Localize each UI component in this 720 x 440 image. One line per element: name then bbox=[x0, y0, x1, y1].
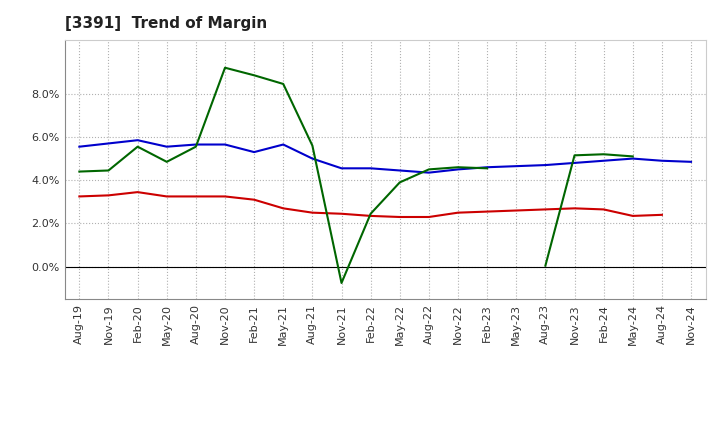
Ordinary Income bbox=[75, 144, 84, 149]
Line: Operating Cashflow: Operating Cashflow bbox=[79, 68, 487, 283]
Ordinary Income bbox=[629, 156, 637, 161]
Ordinary Income bbox=[570, 160, 579, 165]
Ordinary Income bbox=[163, 144, 171, 149]
Ordinary Income bbox=[599, 158, 608, 163]
Ordinary Income bbox=[250, 150, 258, 155]
Ordinary Income bbox=[657, 158, 666, 163]
Net Income bbox=[220, 194, 229, 199]
Ordinary Income bbox=[395, 168, 404, 173]
Operating Cashflow bbox=[163, 159, 171, 165]
Net Income bbox=[192, 194, 200, 199]
Net Income bbox=[366, 213, 375, 219]
Ordinary Income bbox=[104, 141, 113, 146]
Operating Cashflow bbox=[75, 169, 84, 174]
Net Income bbox=[163, 194, 171, 199]
Operating Cashflow bbox=[104, 168, 113, 173]
Ordinary Income bbox=[220, 142, 229, 147]
Net Income bbox=[104, 193, 113, 198]
Net Income bbox=[541, 207, 550, 212]
Operating Cashflow bbox=[279, 81, 287, 87]
Net Income bbox=[75, 194, 84, 199]
Ordinary Income bbox=[687, 159, 696, 165]
Net Income bbox=[629, 213, 637, 219]
Ordinary Income bbox=[541, 162, 550, 168]
Ordinary Income bbox=[308, 156, 317, 161]
Operating Cashflow bbox=[454, 165, 462, 170]
Operating Cashflow bbox=[425, 167, 433, 172]
Operating Cashflow bbox=[220, 65, 229, 70]
Net Income bbox=[512, 208, 521, 213]
Net Income bbox=[657, 212, 666, 217]
Net Income bbox=[133, 190, 142, 195]
Net Income bbox=[425, 214, 433, 220]
Operating Cashflow bbox=[337, 280, 346, 286]
Operating Cashflow bbox=[395, 180, 404, 185]
Line: Net Income: Net Income bbox=[79, 192, 662, 217]
Net Income bbox=[308, 210, 317, 215]
Operating Cashflow bbox=[308, 143, 317, 148]
Text: [3391]  Trend of Margin: [3391] Trend of Margin bbox=[65, 16, 267, 32]
Ordinary Income bbox=[192, 142, 200, 147]
Ordinary Income bbox=[279, 142, 287, 147]
Net Income bbox=[570, 205, 579, 211]
Ordinary Income bbox=[337, 166, 346, 171]
Net Income bbox=[250, 197, 258, 202]
Operating Cashflow bbox=[366, 211, 375, 216]
Ordinary Income bbox=[425, 170, 433, 175]
Ordinary Income bbox=[483, 165, 492, 170]
Net Income bbox=[337, 211, 346, 216]
Net Income bbox=[599, 207, 608, 212]
Net Income bbox=[483, 209, 492, 214]
Net Income bbox=[279, 205, 287, 211]
Net Income bbox=[454, 210, 462, 215]
Line: Ordinary Income: Ordinary Income bbox=[79, 140, 691, 172]
Ordinary Income bbox=[133, 138, 142, 143]
Operating Cashflow bbox=[133, 144, 142, 149]
Operating Cashflow bbox=[192, 144, 200, 149]
Ordinary Income bbox=[366, 166, 375, 171]
Operating Cashflow bbox=[250, 73, 258, 78]
Ordinary Income bbox=[512, 164, 521, 169]
Net Income bbox=[395, 214, 404, 220]
Ordinary Income bbox=[454, 167, 462, 172]
Operating Cashflow bbox=[483, 166, 492, 171]
